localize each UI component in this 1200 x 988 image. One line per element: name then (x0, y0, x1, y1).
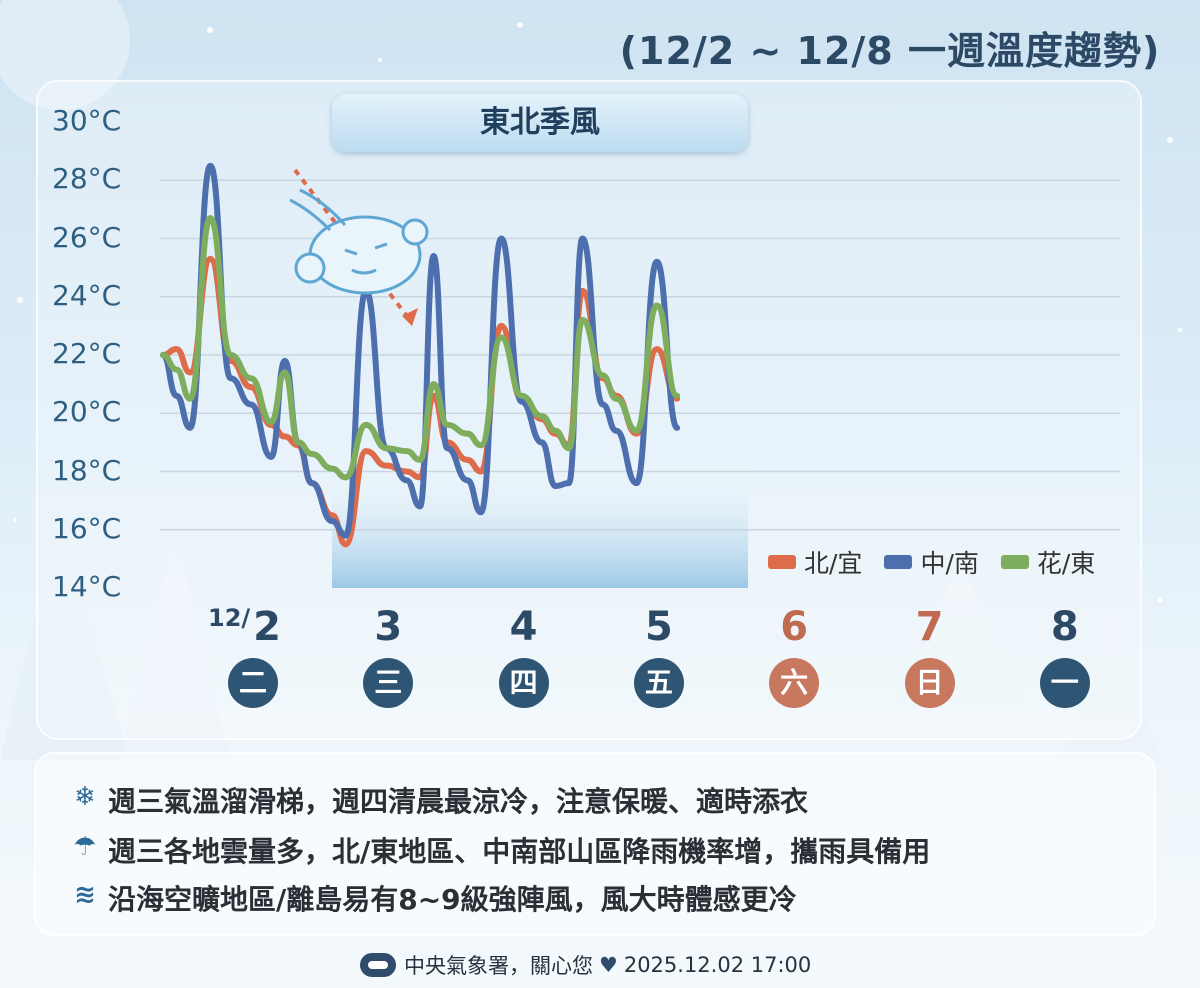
legend-swatch (884, 555, 913, 569)
y-tick-label: 14°C (52, 570, 122, 603)
note-item: ≋ 沿海空曠地區/離島易有8~9級強陣風，風大時體感更冷 (74, 878, 797, 918)
weekday-badge: 四 (498, 658, 549, 708)
x-tick-month-prefix: 12/ (208, 604, 251, 632)
note-item: ☂ 週三各地雲量多，北/東地區、中南部山區降雨機率增，攜雨具備用 (73, 830, 931, 870)
legend-swatch (768, 555, 796, 569)
legend: 北/宜 中/南 花/東 (768, 545, 1117, 579)
y-tick-label: 22°C (52, 337, 122, 370)
footer-org: 中央氣象署，關心您 (404, 954, 593, 978)
monsoon-label: 東北季風 (332, 94, 748, 152)
note-text: 沿海空曠地區/離島易有8~9級強陣風，風大時體感更冷 (108, 883, 797, 916)
y-tick-label: 26°C (52, 220, 122, 254)
weekday-badge: 二 (228, 658, 278, 708)
x-tick-day: 6 (780, 604, 809, 650)
y-tick-label: 20°C (52, 395, 122, 429)
x-tick-day: 7 (915, 604, 944, 650)
weekday-badge: 一 (1039, 658, 1090, 708)
y-tick-label: 28°C (52, 162, 122, 196)
weekday-badge: 五 (633, 658, 684, 708)
series-lines (160, 162, 681, 548)
x-tick-day: 8 (1050, 604, 1079, 650)
legend-item-central-south: 中/南 (884, 544, 979, 580)
x-tick-day: 5 (644, 604, 673, 650)
weekday-badge: 六 (769, 658, 820, 708)
chart-panel (36, 80, 1142, 740)
legend-item-east: 花/東 (1000, 544, 1096, 580)
monsoon-shaded-period (332, 454, 748, 588)
y-tick-label: 16°C (52, 511, 122, 545)
wind-icon: ≋ (74, 880, 96, 910)
umbrella-icon: ☂ (73, 832, 97, 862)
y-tick-label: 18°C (52, 453, 122, 487)
footer: 中央氣象署，關心您 ♥ 2025.12.02 17:00 (360, 950, 880, 980)
footer-timestamp: 2025.12.02 17:00 (623, 953, 812, 977)
x-tick-day: 3 (374, 604, 403, 650)
note-item: ❄ 週三氣溫溜滑梯，週四清晨最涼冷，注意保暖、適時添衣 (74, 780, 809, 820)
heart-icon: ♥ (599, 953, 618, 977)
legend-item-north: 北/宜 (768, 544, 862, 580)
chart-title: (12/2 ~ 12/8 一週溫度趨勢) (619, 29, 1161, 73)
y-tick-label: 24°C (52, 278, 122, 312)
cwa-logo-icon (360, 953, 396, 977)
series-line-1 (160, 162, 681, 539)
legend-label: 花/東 (1036, 549, 1096, 578)
weekday-badge: 三 (363, 658, 414, 708)
note-text: 週三氣溫溜滑梯，週四清晨最涼冷，注意保暖、適時添衣 (108, 785, 809, 818)
snowflake-icon: ❄ (74, 782, 96, 812)
weekday-badge: 日 (904, 658, 955, 708)
legend-swatch (1000, 555, 1029, 569)
series-line-2 (160, 215, 681, 481)
cold-face-illustration (289, 168, 429, 326)
legend-label: 中/南 (920, 549, 979, 578)
notes-panel: ❄ 週三氣溫溜滑梯，週四清晨最涼冷，注意保暖、適時添衣 ☂ 週三各地雲量多，北/… (34, 752, 1156, 936)
y-tick-label: 30°C (52, 104, 122, 137)
legend-label: 北/宜 (804, 549, 863, 578)
x-tick-day: 2 (253, 604, 281, 650)
note-text: 週三各地雲量多，北/東地區、中南部山區降雨機率增，攜雨具備用 (108, 835, 931, 868)
x-tick-day: 4 (509, 604, 538, 650)
